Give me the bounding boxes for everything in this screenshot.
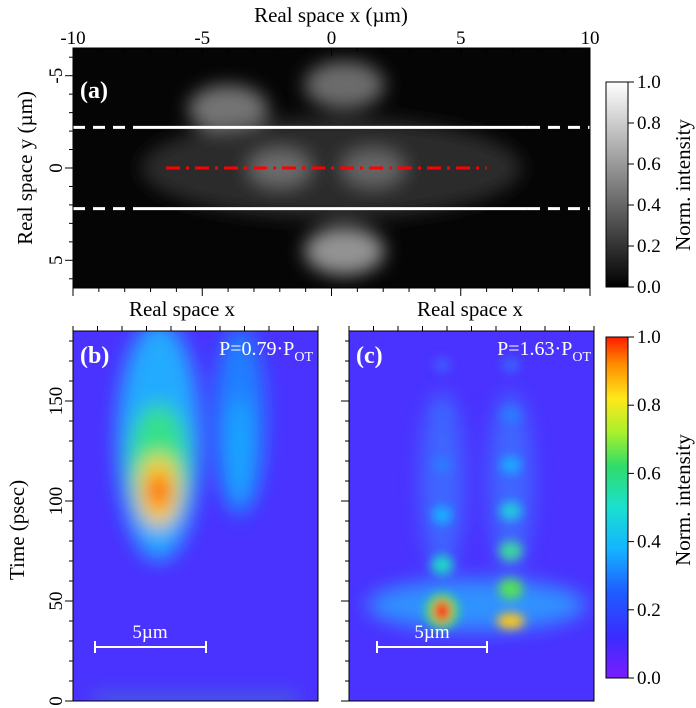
panel-b-x-axis-title: Real space x	[129, 297, 236, 321]
panel-c-colorbar-tick-label: 0.2	[637, 600, 661, 621]
panel-b-power-label: P=0.79·POT	[219, 338, 313, 365]
panel-c-right-pulse-5	[500, 406, 521, 424]
panel-b-y-tick-label: 150	[46, 387, 67, 416]
panel-c-colorbar-ticks: 0.0 0.2 0.4 0.6 0.8 1.0	[628, 327, 661, 689]
panel-a-x-ticks: -10 -5 0 5 10	[60, 28, 600, 296]
panel-c-x-axis-title: Real space x	[417, 297, 524, 321]
panel-a-x-tick-label: -5	[194, 28, 210, 49]
panel-c-scale-bar: 5µm	[376, 622, 488, 653]
panel-b-scale-bar: 5µm	[94, 622, 207, 653]
panel-c-left-pulse-1	[431, 555, 454, 575]
panel-a-colorbar-tick-label: 1.0	[637, 72, 661, 93]
panel-b-letter: (b)	[80, 343, 109, 369]
panel-c-right-pulse-6	[501, 357, 521, 373]
panel-c-right-pulse-2	[498, 540, 523, 562]
panel-c-y-ticks	[341, 340, 349, 702]
panel-b: Real space x 0 50 100 150 Time (psec) (b) P…	[5, 297, 319, 706]
panel-a: -10 -5 0 5 10 -5 0 5 Real space x (µm) Real sp…	[13, 3, 695, 298]
panel-a-colorbar-tick-label: 0.2	[637, 236, 661, 257]
panel-b-y-axis-title: Time (psec)	[5, 480, 29, 580]
panel-c-scale-bar-label: 5µm	[414, 622, 449, 643]
panel-c-background	[349, 331, 594, 701]
panel-a-colorbar-tick-label: 0.6	[637, 154, 661, 175]
panel-a-colorbar-ticks: 0.0 0.2 0.4 0.6 0.8 1.0	[628, 72, 661, 298]
panel-a-y-ticks: -5 0 5	[46, 56, 73, 280]
panel-c-right-pulse-3	[499, 501, 522, 521]
panel-c-colorbar-tick-label: 0.8	[637, 395, 661, 416]
panel-c-colorbar-title: Norm. intensity	[671, 434, 695, 566]
panel-b-y-ticks: 0 50 100 150	[46, 340, 73, 706]
panel-c-right-channel-glow	[488, 391, 533, 571]
panel-a-spot-3	[188, 84, 269, 133]
panel-c-colorbar-tick-label: 1.0	[637, 327, 661, 348]
panel-c-power-label: P=1.63·POT	[497, 338, 591, 365]
panel-c-colorbar-tick-label: 0.6	[637, 463, 661, 484]
panel-a-x-axis-title: Real space x (µm)	[254, 3, 408, 27]
panel-a-x-tick-label: 0	[327, 28, 337, 49]
panel-c-left-pulse-5	[433, 356, 452, 374]
panel-a-y-axis-title: Real space y (µm)	[13, 91, 37, 245]
panel-a-x-tick-label: 5	[456, 28, 466, 49]
panel-c-left-pulse-4	[433, 406, 452, 424]
panel-b-excitation-line	[93, 697, 298, 701]
panel-a-colorbar-tick-label: 0.8	[637, 113, 661, 134]
panel-c-x-ticks	[348, 326, 595, 331]
panel-c-right-pulse-0	[496, 613, 525, 629]
panel-b-right-channel-core	[225, 396, 254, 506]
panel-a-colorbar	[605, 81, 629, 288]
panel-a-guide-lines	[73, 125, 590, 211]
panel-c-base-glow	[366, 579, 587, 631]
panel-a-y-tick-label: -5	[46, 68, 67, 84]
panel-c-colorbar-tick-label: 0.4	[637, 532, 661, 553]
panel-c-colorbar-tick-label: 0.0	[637, 668, 661, 689]
panel-b-y-tick-label: 0	[46, 696, 67, 706]
panel-a-x-tick-label: 10	[581, 28, 600, 49]
panel-b-scale-bar-label: 5µm	[132, 622, 167, 643]
panel-c: Real space x (c) P=1.63·POT 5µm 0.00.20.…	[341, 297, 695, 702]
panel-a-y-tick-label: 5	[46, 256, 67, 266]
panel-c-left-pulse-3	[433, 456, 452, 474]
panel-a-spot-2	[304, 227, 385, 276]
panel-c-letter: (c)	[356, 343, 383, 369]
panel-c-right-pulse-1	[498, 578, 524, 600]
panel-b-y-tick-label: 100	[46, 487, 67, 516]
panel-c-colorbar	[605, 336, 629, 679]
panel-b-left-channel-peak	[147, 473, 170, 509]
panel-a-colorbar-tick-label: 0.0	[637, 277, 661, 298]
panel-c-left-pulse-core	[433, 600, 452, 622]
panel-c-left-pulse-2	[432, 506, 453, 524]
panel-c-intensity-map	[425, 356, 525, 629]
panel-a-spot-4	[304, 60, 385, 109]
panel-a-colorbar-tick-label: 0.4	[637, 195, 661, 216]
panel-c-left-channel-glow	[420, 391, 465, 571]
panel-b-y-tick-label: 50	[46, 592, 67, 611]
panel-b-x-ticks	[72, 326, 319, 331]
panel-c-right-pulse-4	[500, 455, 522, 475]
panel-a-letter: (a)	[80, 78, 108, 104]
panel-b-intensity-map	[93, 331, 298, 701]
panel-a-colorbar-title: Norm. intensity	[671, 119, 695, 251]
panel-a-x-tick-label: -10	[60, 28, 85, 49]
panel-a-y-tick-label: 0	[46, 163, 67, 173]
panel-c-background-glow	[366, 391, 587, 631]
